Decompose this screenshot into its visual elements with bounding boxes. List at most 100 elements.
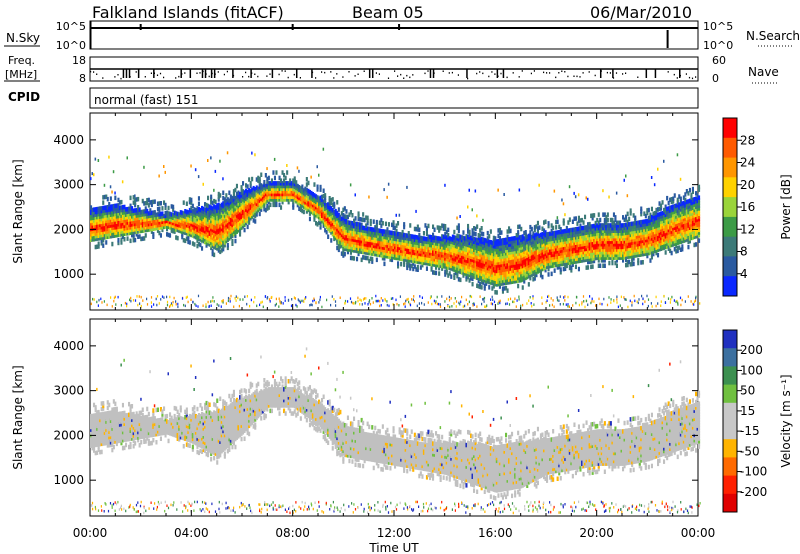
echo-cell <box>220 224 223 229</box>
echo-cell <box>281 191 284 197</box>
echo-cell <box>316 200 319 206</box>
echo-cell <box>149 213 152 219</box>
echo-cell <box>225 228 228 233</box>
echo-cell <box>138 228 141 234</box>
echo-noise <box>512 300 514 304</box>
echo-cell <box>152 210 155 215</box>
echo-cell <box>576 245 579 251</box>
echo-cell <box>278 186 281 191</box>
echo-scatter <box>310 175 312 179</box>
echo-cell <box>214 213 217 218</box>
echo-cell <box>533 246 536 252</box>
echo-cell <box>166 226 169 232</box>
echo-cell <box>228 228 231 233</box>
echo-cell <box>511 258 514 263</box>
echo-cell <box>234 238 237 244</box>
echo-cell <box>429 237 432 242</box>
echo-cell <box>400 243 403 248</box>
echo-cell <box>479 244 482 249</box>
echo-cell <box>188 226 191 232</box>
echo-cell <box>354 232 357 237</box>
echo-cell <box>556 230 559 235</box>
echo-cell <box>149 219 152 224</box>
echo-cell <box>371 251 374 256</box>
echo-cell <box>476 267 479 272</box>
echo-cell <box>343 235 346 241</box>
echo-cell <box>349 255 352 261</box>
echo-cell <box>132 227 135 232</box>
echo-cell <box>415 226 418 232</box>
echo-cell <box>243 198 246 203</box>
echo-cell <box>144 222 147 227</box>
echo-cell <box>240 214 243 220</box>
echo-cell <box>549 231 552 237</box>
echo-cell <box>483 264 486 270</box>
echo-noise <box>578 303 580 307</box>
echo-cell <box>539 259 542 264</box>
echo-cell <box>176 225 179 230</box>
echo-cell <box>102 205 105 211</box>
echo-cell <box>202 212 205 217</box>
echo-cell <box>533 260 536 265</box>
echo-cell <box>515 262 518 268</box>
echo-cell <box>185 225 188 231</box>
echo-cell <box>318 201 321 207</box>
echo-cell <box>460 262 463 267</box>
echo-cell <box>273 197 276 202</box>
echo-cell <box>480 236 483 242</box>
echo-cell <box>191 222 194 227</box>
echo-cell <box>245 218 248 223</box>
echo-cell <box>579 237 582 242</box>
echo-cell <box>570 246 573 252</box>
echo-cell <box>225 193 228 198</box>
echo-cell <box>483 240 486 245</box>
echo-noise <box>365 297 367 300</box>
echo-cell <box>242 207 245 213</box>
echo-cell <box>467 266 470 272</box>
cpid-value: normal (fast) 151 <box>94 93 198 107</box>
echo-noise <box>146 303 149 306</box>
echo-cell <box>506 277 509 283</box>
echo-noise <box>364 302 366 305</box>
echo-cell <box>363 231 366 236</box>
echo-noise <box>497 302 499 305</box>
echo-cell <box>544 265 547 270</box>
echo-cell <box>228 222 231 228</box>
echo-cell <box>489 229 492 234</box>
echo-cell <box>257 202 260 208</box>
echo-cell <box>283 181 286 186</box>
freq-dot <box>685 73 687 75</box>
echo-cell <box>357 235 360 240</box>
echo-cell <box>322 207 325 212</box>
echo-cell <box>448 260 451 265</box>
echo-cell <box>485 278 488 284</box>
echo-cell <box>237 220 240 225</box>
echo-cell <box>430 267 433 272</box>
echo-cell <box>498 244 501 249</box>
echo-cell <box>219 217 222 222</box>
echo-cell <box>486 279 489 284</box>
echo-cell <box>518 275 521 280</box>
echo-cell <box>264 207 267 213</box>
echo-cell <box>115 214 118 219</box>
echo-cell <box>445 248 448 254</box>
echo-cell <box>167 221 170 227</box>
echo-cell <box>435 270 438 276</box>
echo-cell <box>573 235 576 240</box>
echo-cell <box>584 249 587 255</box>
echo-cell <box>503 264 506 270</box>
echo-cell <box>561 234 564 240</box>
echo-cell <box>389 254 392 260</box>
echo-cell <box>229 199 232 205</box>
echo-cell <box>196 243 199 249</box>
echo-cell <box>202 206 205 212</box>
echo-cell <box>517 273 520 278</box>
echo-cell <box>359 227 362 233</box>
echo-cell <box>191 217 194 222</box>
echo-noise <box>136 295 138 298</box>
echo-cell <box>239 199 242 205</box>
echo-cell <box>489 242 492 248</box>
echo-noise <box>559 295 561 298</box>
echo-cell <box>574 243 577 248</box>
echo-cell <box>521 247 524 253</box>
